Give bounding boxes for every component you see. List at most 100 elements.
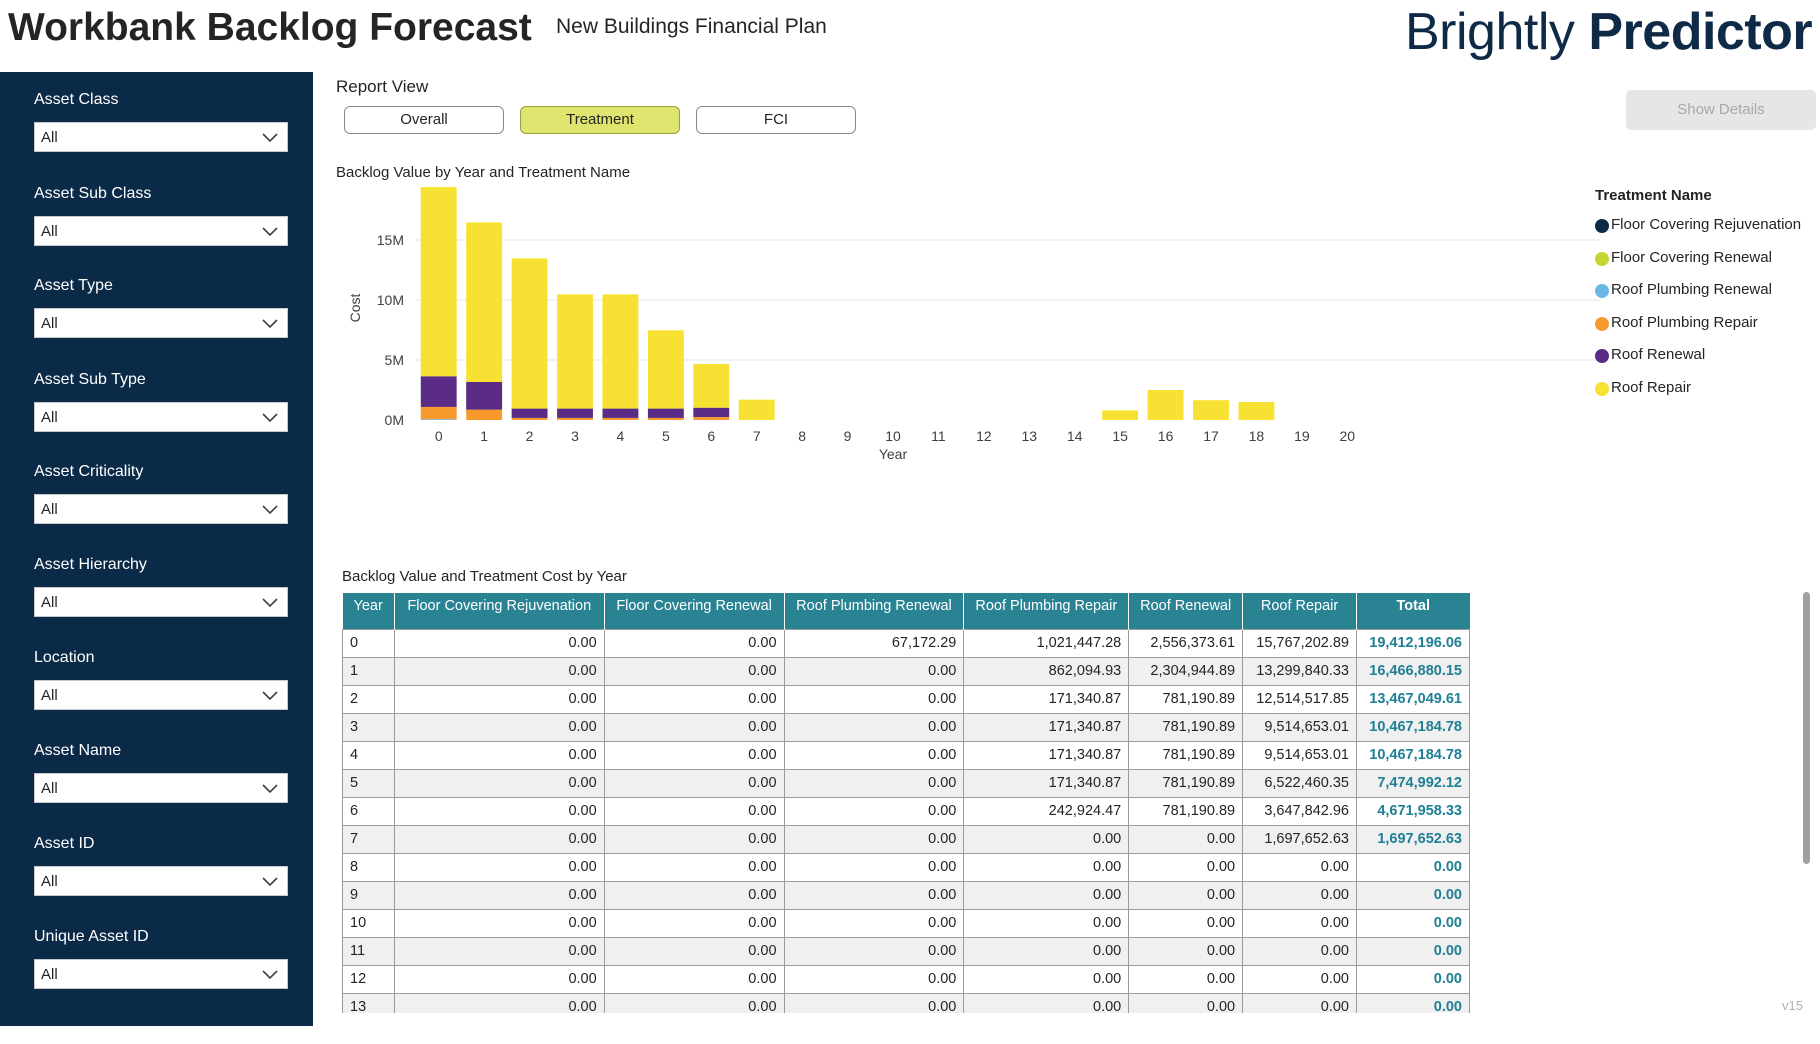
asset-sub-class-dropdown[interactable]: All — [34, 216, 288, 246]
asset-hierarchy-dropdown[interactable]: All — [34, 587, 288, 617]
table-row[interactable]: 5 0.00 0.00 0.00 171,340.87 781,190.89 6,522,4… — [342, 768, 1470, 798]
bar-segment — [1102, 410, 1139, 420]
total-cell: 16,466,880.15 — [1356, 656, 1470, 686]
legend-item-floor-covering-renewal[interactable]: Floor Covering Renewal — [1595, 244, 1817, 277]
chevron-down-icon — [262, 227, 278, 237]
filter-label: Asset Criticality — [34, 463, 144, 480]
table-row[interactable]: 13 0.00 0.00 0.00 0.00 0.00 0.00 0.00 — [342, 992, 1470, 1013]
value-cell: 0.00 — [393, 684, 605, 714]
logo-bold-text: Predictor — [1588, 3, 1813, 61]
table-header-row: Year Floor Covering Rejuvenation Floor C… — [342, 593, 1470, 629]
treatment-view-button[interactable]: Treatment — [520, 106, 680, 134]
value-cell: 0.00 — [1242, 852, 1357, 882]
asset-id-dropdown[interactable]: All — [34, 866, 288, 896]
chevron-down-icon — [262, 970, 278, 980]
table-row[interactable]: 1 0.00 0.00 0.00 862,094.93 2,304,944.89 13,29… — [342, 656, 1470, 686]
table-row[interactable]: 12 0.00 0.00 0.00 0.00 0.00 0.00 0.00 — [342, 964, 1470, 994]
table-row[interactable]: 7 0.00 0.00 0.00 0.00 0.00 1,697,652.63 1,697,6… — [342, 824, 1470, 854]
asset-sub-type-dropdown[interactable]: All — [34, 402, 288, 432]
x-tick-label: 14 — [1067, 428, 1083, 444]
x-tick-label: 3 — [571, 428, 579, 444]
value-cell: 0.00 — [963, 964, 1130, 994]
column-header[interactable]: Floor Covering Rejuvenation — [393, 593, 605, 629]
asset-name-dropdown[interactable]: All — [34, 773, 288, 803]
column-header[interactable]: Roof Plumbing Repair — [963, 593, 1129, 629]
table-row[interactable]: 3 0.00 0.00 0.00 171,340.87 781,190.89 9,514,6… — [342, 712, 1470, 742]
dropdown-value: All — [41, 966, 58, 983]
backlog-table: Year Floor Covering Rejuvenation Floor C… — [342, 593, 1470, 1013]
bar-segment — [647, 408, 684, 418]
value-cell: 0.00 — [963, 992, 1130, 1013]
value-cell: 781,190.89 — [1128, 712, 1244, 742]
value-cell: 0.00 — [1242, 908, 1357, 938]
value-cell: 0.00 — [1128, 964, 1244, 994]
legend-item-roof-renewal[interactable]: Roof Renewal — [1595, 341, 1817, 374]
table-row[interactable]: 11 0.00 0.00 0.00 0.00 0.00 0.00 0.00 — [342, 936, 1470, 966]
value-cell: 0.00 — [603, 936, 785, 966]
x-tick-label: 20 — [1339, 428, 1355, 444]
bar-segment — [420, 406, 457, 420]
value-cell: 0.00 — [603, 656, 785, 686]
legend-item-floor-covering-rejuvenation[interactable]: Floor Covering Rejuvenation — [1595, 211, 1817, 244]
table-scrollbar[interactable] — [1803, 592, 1810, 864]
x-tick-label: 2 — [526, 428, 534, 444]
dropdown-value: All — [41, 501, 58, 518]
total-cell: 0.00 — [1356, 880, 1470, 910]
value-cell: 1,697,652.63 — [1242, 824, 1357, 854]
asset-class-dropdown[interactable]: All — [34, 122, 288, 152]
asset-type-dropdown[interactable]: All — [34, 308, 288, 338]
table-row[interactable]: 10 0.00 0.00 0.00 0.00 0.00 0.00 0.00 — [342, 908, 1470, 938]
total-cell: 0.00 — [1356, 992, 1470, 1013]
column-header[interactable]: Floor Covering Renewal — [603, 593, 785, 629]
unique-asset-id-dropdown[interactable]: All — [34, 959, 288, 989]
total-cell: 10,467,184.78 — [1356, 712, 1470, 742]
filter-asset-hierarchy: Asset Hierarchy All — [34, 556, 288, 617]
value-cell: 0.00 — [603, 908, 785, 938]
logo-light-text: Brightly — [1405, 3, 1575, 61]
column-header[interactable]: Roof Repair — [1242, 593, 1357, 629]
legend-item-roof-repair[interactable]: Roof Repair — [1595, 374, 1817, 407]
table-row[interactable]: 4 0.00 0.00 0.00 171,340.87 781,190.89 9,514,6… — [342, 740, 1470, 770]
column-header[interactable]: Total — [1356, 593, 1470, 629]
overall-view-button[interactable]: Overall — [344, 106, 504, 134]
legend-dot-icon — [1595, 251, 1609, 266]
table-row[interactable]: 6 0.00 0.00 0.00 242,924.47 781,190.89 3,647,8… — [342, 796, 1470, 826]
value-cell: 0.00 — [963, 936, 1130, 966]
column-header[interactable]: Roof Renewal — [1128, 593, 1243, 629]
page-title: Workbank Backlog Forecast — [8, 6, 532, 49]
year-cell: 9 — [342, 880, 395, 910]
filter-sidebar: Asset Class All Asset Sub Class All Asse… — [0, 72, 313, 1026]
value-cell: 2,304,944.89 — [1128, 656, 1244, 686]
chart-legend: Treatment Name Floor Covering Rejuvenati… — [1595, 187, 1817, 406]
value-cell: 0.00 — [603, 992, 785, 1013]
location-dropdown[interactable]: All — [34, 680, 288, 710]
value-cell: 0.00 — [603, 740, 785, 770]
value-cell: 0.00 — [783, 880, 965, 910]
value-cell: 0.00 — [1128, 880, 1244, 910]
x-tick-label: 1 — [480, 428, 488, 444]
bar-segment — [511, 417, 548, 420]
table-row[interactable]: 2 0.00 0.00 0.00 171,340.87 781,190.89 12,514,… — [342, 684, 1470, 714]
value-cell: 0.00 — [783, 852, 965, 882]
column-header[interactable]: Roof Plumbing Renewal — [783, 593, 964, 629]
column-header[interactable]: Year — [342, 593, 395, 629]
table-row[interactable]: 0 0.00 0.00 67,172.29 1,021,447.28 2,556,373.… — [342, 628, 1470, 658]
asset-criticality-dropdown[interactable]: All — [34, 494, 288, 524]
version-label: v15 — [1782, 998, 1803, 1013]
value-cell: 0.00 — [393, 796, 605, 826]
value-cell: 13,299,840.33 — [1242, 656, 1357, 686]
filter-label: Asset Hierarchy — [34, 556, 147, 573]
table-row[interactable]: 8 0.00 0.00 0.00 0.00 0.00 0.00 0.00 — [342, 852, 1470, 882]
filter-asset-sub-class: Asset Sub Class All — [34, 185, 288, 246]
x-tick-label: 15 — [1112, 428, 1128, 444]
filter-asset-criticality: Asset Criticality All — [34, 463, 288, 524]
show-details-button[interactable]: Show Details — [1626, 90, 1816, 130]
chevron-down-icon — [262, 133, 278, 143]
legend-item-roof-plumbing-renewal[interactable]: Roof Plumbing Renewal — [1595, 276, 1817, 309]
filter-asset-sub-type: Asset Sub Type All — [34, 371, 288, 432]
fci-view-button[interactable]: FCI — [696, 106, 856, 134]
year-cell: 6 — [342, 796, 395, 826]
legend-item-roof-plumbing-repair[interactable]: Roof Plumbing Repair — [1595, 309, 1817, 342]
table-row[interactable]: 9 0.00 0.00 0.00 0.00 0.00 0.00 0.00 — [342, 880, 1470, 910]
value-cell: 0.00 — [393, 712, 605, 742]
